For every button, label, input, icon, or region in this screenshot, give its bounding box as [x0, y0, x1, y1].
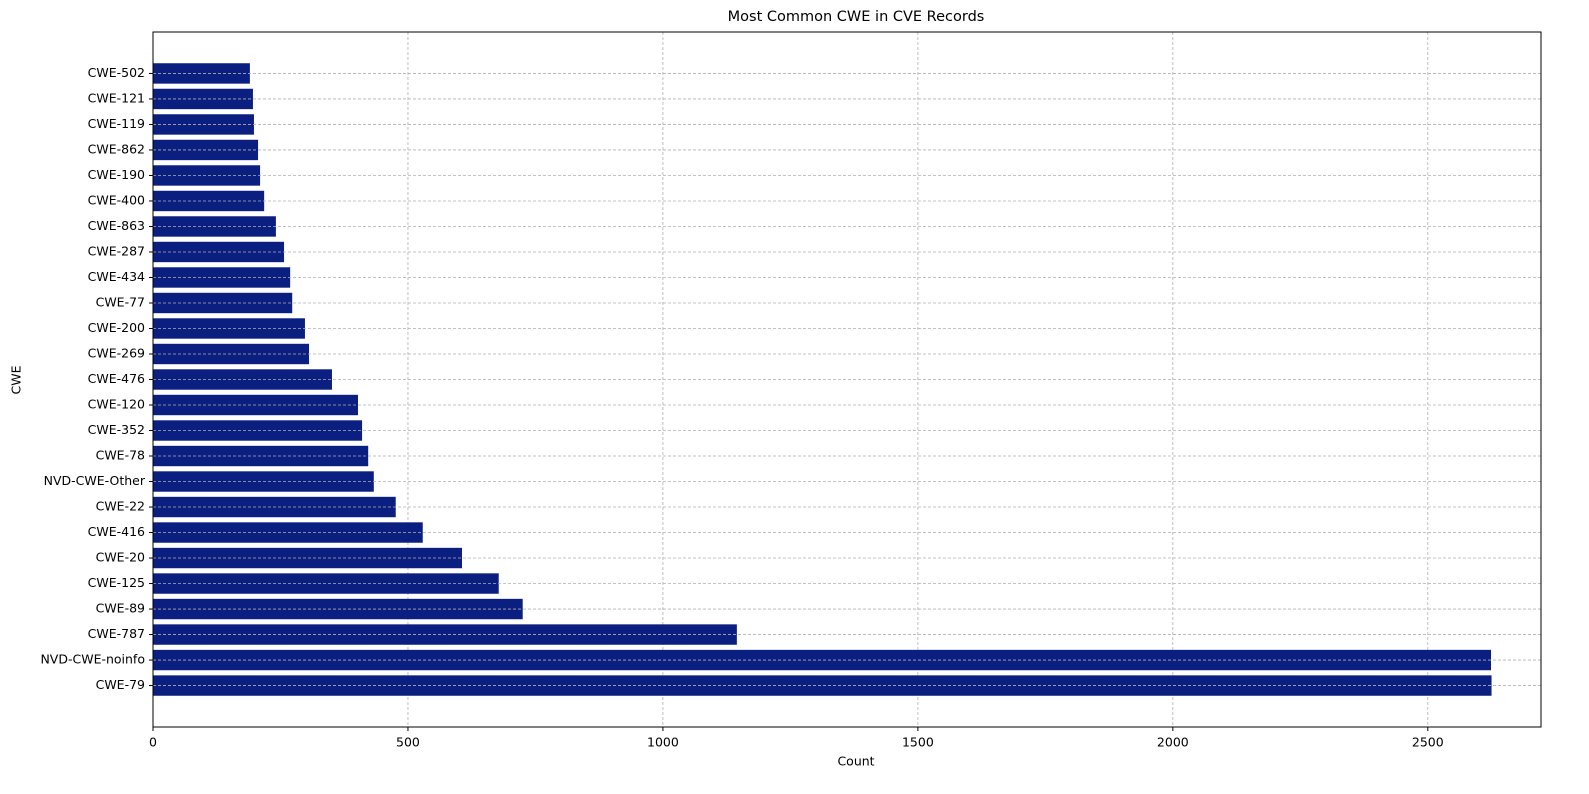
y-tick-label: CWE-77: [96, 294, 145, 309]
y-tick-label: CWE-352: [88, 422, 145, 437]
bar: [153, 675, 1492, 696]
y-tick-label: CWE-89: [96, 601, 145, 616]
y-tick-label: CWE-787: [88, 626, 145, 641]
bar: [153, 343, 310, 365]
x-tick-label: 2000: [1157, 735, 1189, 750]
y-tick-label: CWE-862: [88, 141, 145, 156]
y-tick-label: NVD-CWE-noinfo: [40, 652, 145, 667]
y-tick-label: CWE-287: [88, 243, 145, 258]
y-tick-label: CWE-190: [88, 167, 145, 182]
bar: [153, 292, 293, 314]
bar: [153, 522, 423, 543]
x-tick-label: 1000: [647, 735, 679, 750]
bar: [153, 165, 261, 186]
x-tick-label: 0: [149, 735, 157, 750]
y-tick-label: CWE-269: [88, 345, 145, 360]
x-tick-label: 500: [396, 735, 420, 750]
y-tick-label: CWE-119: [88, 116, 145, 131]
y-tick-label: CWE-20: [96, 550, 145, 565]
y-tick-label: CWE-125: [88, 575, 145, 590]
x-axis-label: Count: [837, 754, 874, 769]
plot-frame: [152, 31, 1542, 728]
x-tick-label: 2500: [1412, 735, 1444, 750]
x-tick-label: 1500: [902, 735, 934, 750]
bar: [153, 88, 253, 110]
y-tick-label: CWE-120: [88, 397, 145, 412]
chart-title: Most Common CWE in CVE Records: [728, 9, 985, 25]
bar: [153, 649, 1492, 671]
y-tick-label: CWE-434: [88, 269, 145, 284]
bar: [153, 369, 332, 390]
bar: [153, 598, 523, 620]
y-axis-label: CWE: [9, 365, 24, 394]
y-tick-label: CWE-476: [88, 371, 145, 386]
y-tick-label: CWE-502: [88, 65, 145, 80]
y-tick-label: NVD-CWE-Other: [44, 473, 146, 488]
y-tick-label: CWE-78: [96, 448, 145, 463]
y-tick-label: CWE-416: [88, 524, 145, 539]
bar: [153, 63, 250, 84]
y-tick-label: CWE-400: [88, 192, 145, 207]
y-tick-label: CWE-200: [88, 320, 145, 335]
bar: [153, 267, 291, 288]
y-tick-label: CWE-22: [96, 499, 145, 514]
y-tick-label: CWE-863: [88, 218, 145, 233]
bar: [153, 420, 363, 441]
bar: [153, 547, 463, 569]
y-tick-label: CWE-121: [88, 90, 145, 105]
y-tick-label: CWE-79: [96, 677, 145, 692]
